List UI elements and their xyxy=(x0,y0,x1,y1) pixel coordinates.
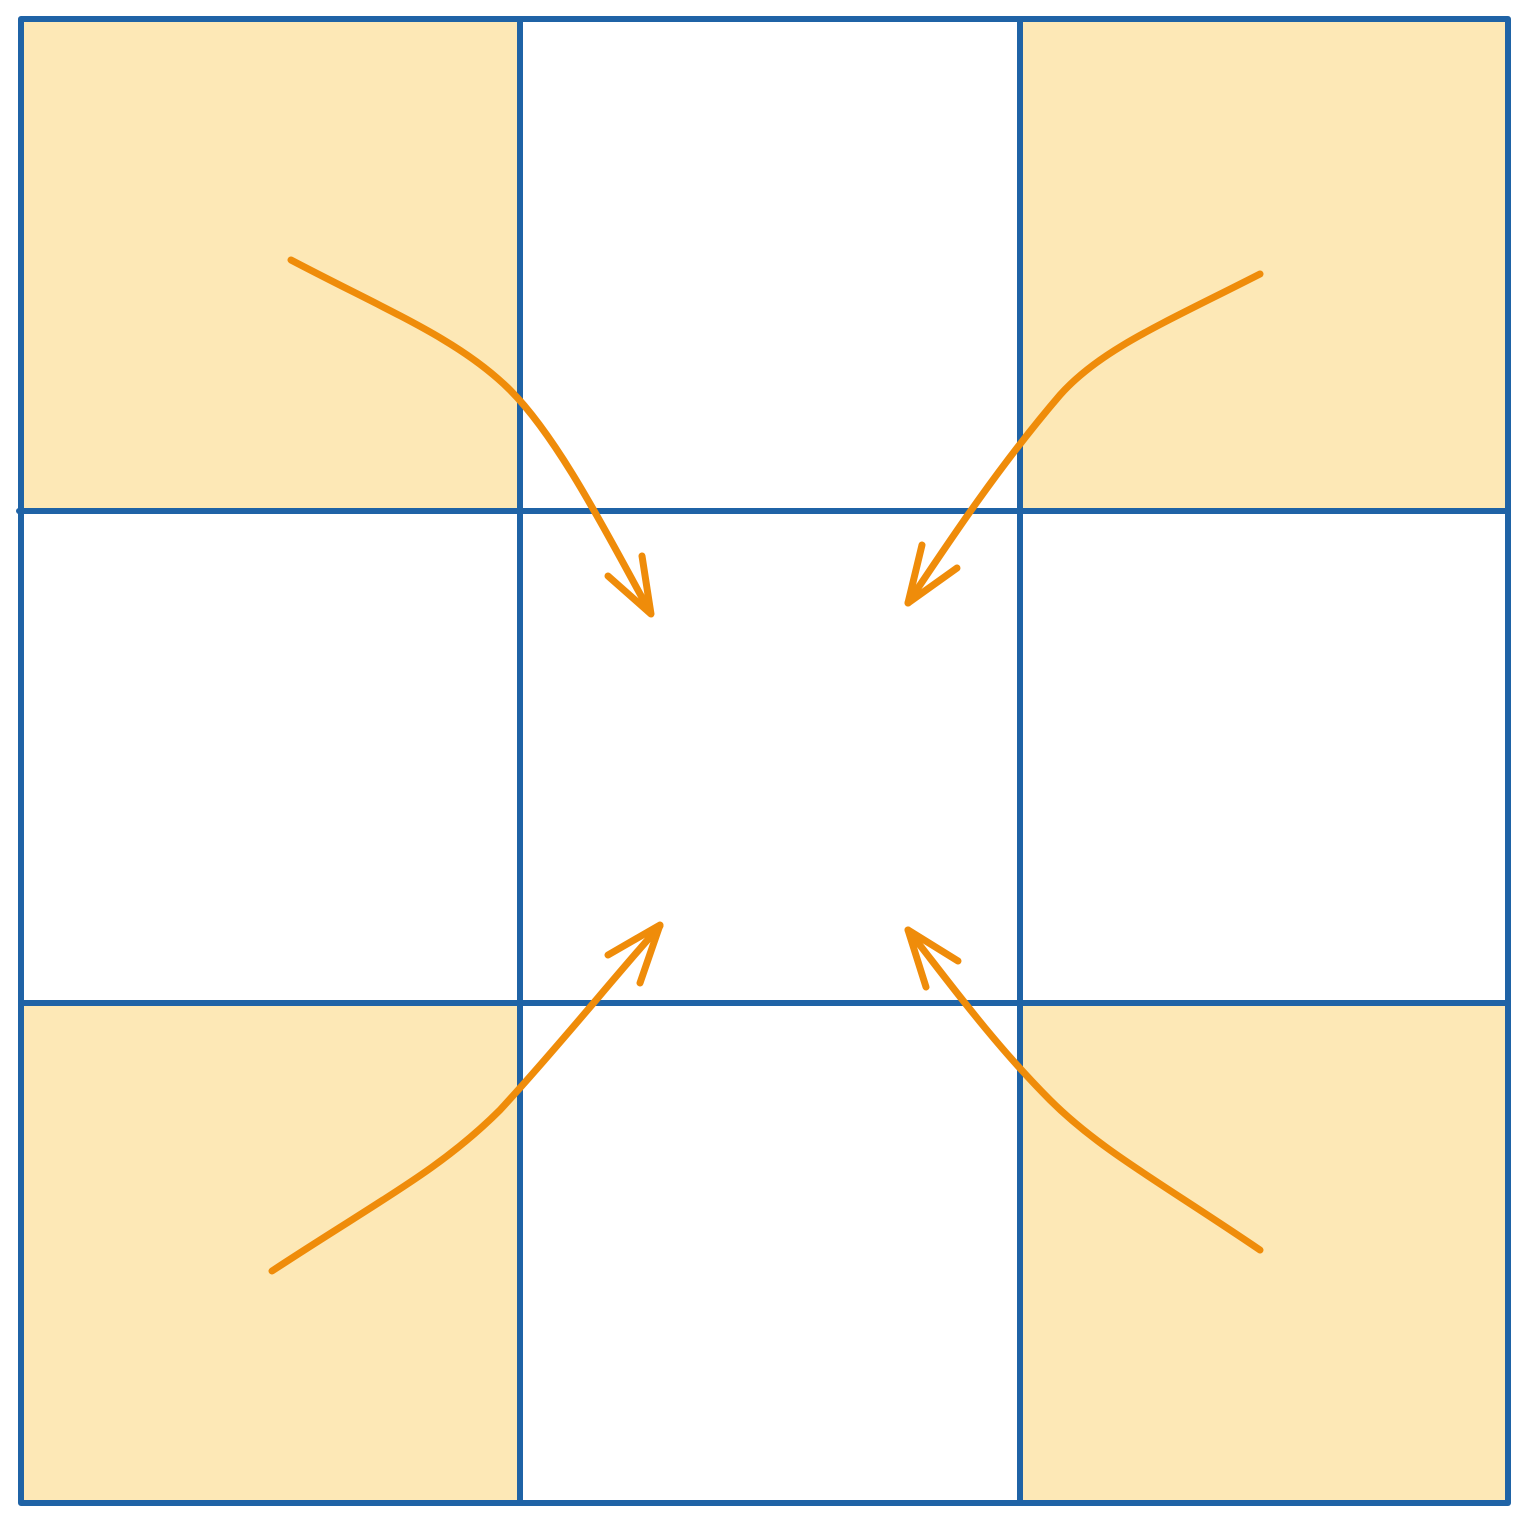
cell-center xyxy=(520,511,1020,1003)
arrows xyxy=(268,256,1264,1275)
grid-cells xyxy=(21,19,1508,1503)
cell-top-right xyxy=(1020,19,1508,511)
cell-bottom-middle xyxy=(520,1003,1020,1503)
grid-outer-border xyxy=(18,16,1511,1506)
cell-bottom-left xyxy=(21,1003,520,1503)
arrow-shaft xyxy=(904,270,1264,607)
cell-top-middle xyxy=(520,19,1020,511)
arrow-head xyxy=(904,541,961,607)
arrow-head xyxy=(604,552,655,618)
cell-middle-right xyxy=(1020,511,1508,1003)
arrow-head xyxy=(604,921,664,987)
arrow-bottom-right-to-center xyxy=(904,926,1264,1254)
arrow-shaft xyxy=(268,922,664,1275)
arrow-head xyxy=(904,926,962,991)
arrow-top-left-to-center xyxy=(287,256,655,618)
arrow-bottom-left-to-center xyxy=(268,921,664,1275)
arrow-shaft xyxy=(904,926,1264,1254)
arrow-shaft xyxy=(287,256,654,616)
arrow-top-right-to-center xyxy=(904,270,1264,607)
cell-middle-left xyxy=(21,511,520,1003)
grid-lines xyxy=(16,16,1511,1506)
cell-bottom-right xyxy=(1020,1003,1508,1503)
cell-top-left xyxy=(21,19,520,511)
